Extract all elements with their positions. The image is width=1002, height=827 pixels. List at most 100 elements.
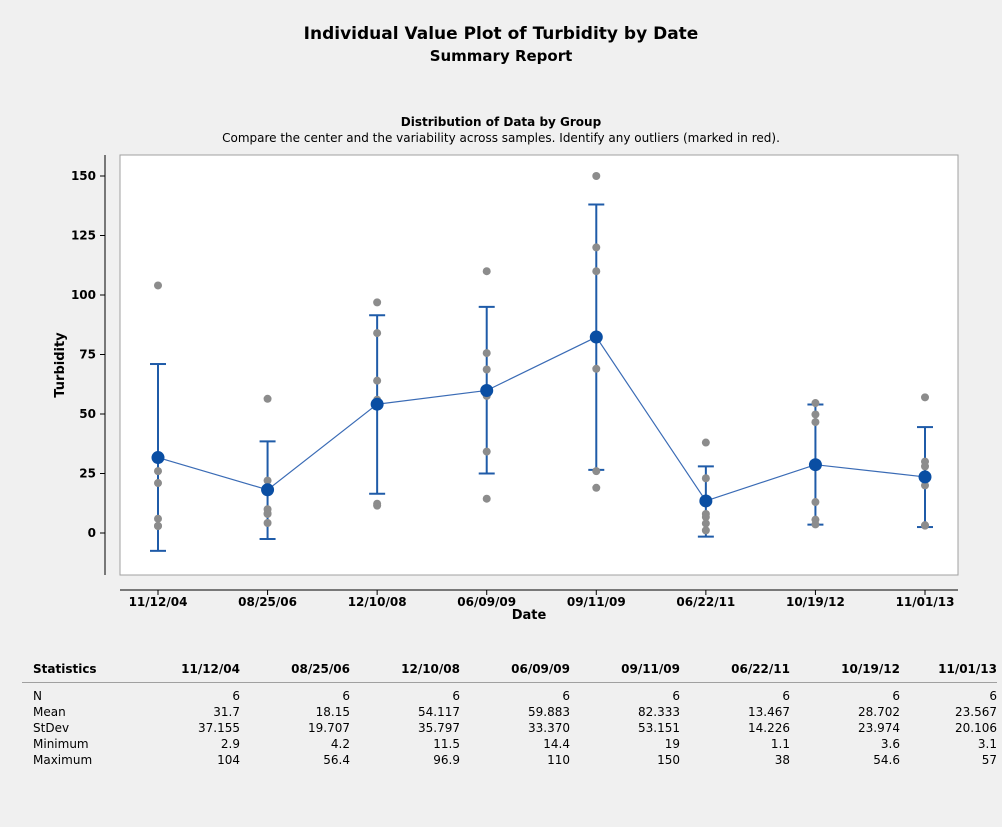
y-ticks: 0 25 50 75 100 125 150: [71, 169, 105, 540]
data-point: [921, 462, 929, 471]
statistics-row-label: Minimum: [33, 737, 89, 751]
statistics-divider: [22, 682, 997, 683]
statistics-cell: 6: [562, 689, 570, 703]
data-point: [482, 494, 491, 503]
x-tick-label: 08/25/06: [238, 595, 297, 609]
mean-marker: [480, 383, 494, 397]
x-tick-label: 12/10/08: [348, 595, 407, 609]
section-description: Compare the center and the variability a…: [222, 131, 780, 145]
data-point: [701, 519, 710, 528]
statistics-column-header: 12/10/08: [401, 662, 460, 676]
x-axis-label: Date: [512, 608, 547, 623]
statistics-cell: 23.974: [858, 721, 900, 735]
report-subtitle: Summary Report: [429, 47, 573, 65]
statistics-column-header: 08/25/06: [291, 662, 350, 676]
data-point: [263, 519, 272, 528]
mean-marker: [370, 397, 384, 411]
data-point: [921, 481, 929, 490]
statistics-cell: 33.370: [528, 721, 570, 735]
data-points: [154, 172, 929, 535]
statistics-cell: 6: [892, 689, 900, 703]
data-point: [811, 410, 820, 419]
mean-marker: [918, 470, 932, 484]
statistics-cell: 59.883: [528, 705, 570, 719]
mean-marker: [699, 494, 713, 508]
statistics-cell: 18.15: [315, 705, 350, 719]
data-point: [811, 399, 820, 408]
data-point: [154, 479, 162, 488]
statistics-cell: 3.1: [977, 737, 997, 751]
data-point: [921, 393, 929, 402]
y-tick-label: 100: [71, 288, 96, 302]
data-point: [592, 172, 601, 180]
data-point: [482, 349, 491, 358]
section-title: Distribution of Data by Group: [400, 115, 602, 129]
mean-marker: [151, 451, 165, 465]
data-point: [592, 243, 601, 252]
statistics-cell: 6: [452, 689, 460, 703]
data-point: [701, 513, 710, 522]
x-tick-label: 06/09/09: [457, 595, 516, 609]
data-point: [921, 521, 929, 530]
data-point: [592, 467, 601, 476]
statistics-cell: 31.7: [213, 705, 240, 719]
data-point: [373, 298, 382, 307]
statistics-cell: 19.707: [308, 721, 350, 735]
data-point: [482, 365, 491, 374]
statistics-row-label: Mean: [33, 705, 66, 719]
data-point: [592, 483, 601, 492]
data-point: [701, 474, 710, 483]
data-point: [811, 520, 820, 529]
statistics-cell: 6: [989, 689, 997, 703]
statistics-cell: 37.155: [198, 721, 240, 735]
data-point: [811, 418, 820, 427]
y-tick-label: 125: [71, 229, 96, 243]
statistics-cell: 6: [232, 689, 240, 703]
y-tick-label: 25: [79, 467, 96, 481]
statistics-cell: 57: [981, 753, 997, 767]
y-tick-label: 0: [88, 526, 96, 540]
statistics-row-label: StDev: [33, 721, 70, 735]
x-ticks: 11/12/04 08/25/06 12/10/08 06/09/09 09/11/09…: [129, 590, 954, 609]
statistics-cell: 23.567: [955, 705, 997, 719]
statistics-cell: 38: [774, 753, 790, 767]
statistics-column-header: 11/12/04: [181, 662, 240, 676]
statistics-cell: 96.9: [433, 753, 460, 767]
statistics-row-label: Maximum: [33, 753, 93, 767]
statistics-cell: 20.106: [955, 721, 997, 735]
data-point: [154, 281, 162, 290]
data-point: [263, 476, 272, 485]
data-point: [263, 394, 272, 403]
mean-marker: [808, 458, 822, 472]
data-point: [701, 438, 710, 447]
statistics-column-header: 06/22/11: [731, 662, 790, 676]
y-tick-label: 50: [79, 407, 96, 421]
statistics-cell: 54.6: [873, 753, 900, 767]
data-point: [482, 267, 491, 276]
data-point: [154, 522, 162, 531]
statistics-cell: 150: [657, 753, 680, 767]
data-point: [263, 509, 272, 518]
mean-markers: [151, 330, 932, 508]
data-point: [373, 376, 382, 385]
statistics-cell: 19: [664, 737, 680, 751]
x-tick-label: 06/22/11: [676, 595, 735, 609]
statistics-column-header: 09/11/09: [621, 662, 680, 676]
statistics-cell: 110: [547, 753, 570, 767]
y-tick-label: 150: [71, 169, 96, 183]
statistics-cell: 6: [672, 689, 680, 703]
data-point: [592, 267, 601, 276]
y-axis-label: Turbidity: [53, 332, 68, 398]
statistics-cell: 53.151: [638, 721, 680, 735]
statistics-cell: 6: [782, 689, 790, 703]
statistics-cell: 28.702: [858, 705, 900, 719]
individual-value-plot: Turbidity Date 0 25 50 75 100 125 150 11/12/04…: [53, 154, 959, 623]
mean-marker: [589, 330, 603, 344]
report-title: Individual Value Plot of Turbidity by Da…: [303, 24, 699, 44]
x-tick-label: 11/12/04: [129, 595, 188, 609]
statistics-cell: 6: [342, 689, 350, 703]
data-point: [592, 364, 601, 373]
mean-marker: [261, 483, 275, 497]
statistics-cell: 4.2: [330, 737, 350, 751]
data-point: [154, 514, 162, 523]
